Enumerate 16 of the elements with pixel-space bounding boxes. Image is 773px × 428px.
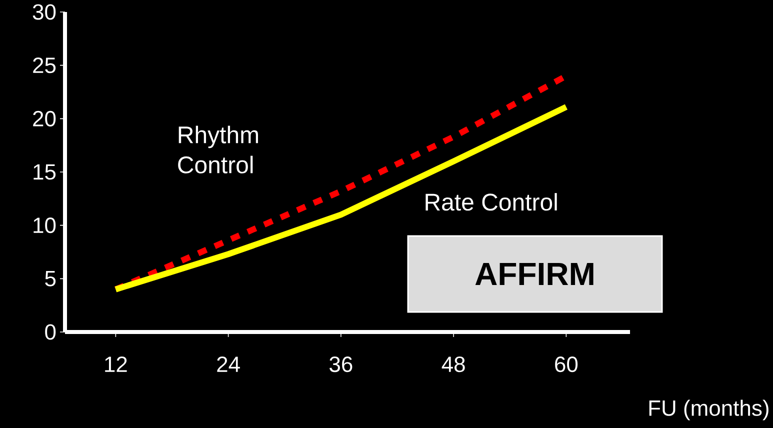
y-tick-label: 30	[32, 4, 56, 20]
x-tick-label: 60	[555, 356, 578, 372]
series-label: Rate Control	[426, 193, 557, 211]
x-axis-title: FU (months)	[649, 400, 768, 420]
annotation: AFFIRM	[475, 262, 594, 286]
x-tick-label: 36	[330, 356, 352, 372]
x-tick-label: 24	[217, 356, 240, 372]
x-tick-label: 12	[105, 356, 127, 372]
y-tick-label: 10	[34, 218, 56, 234]
y-tick-label: 5	[45, 270, 56, 286]
x-tick-label: 48	[442, 356, 465, 372]
y-tick-label: 20	[33, 110, 56, 126]
y-tick-label: 25	[33, 58, 56, 74]
y-tick-label: 0	[45, 324, 56, 340]
y-tick-label: 15	[34, 164, 56, 180]
text: Rhythm Control	[178, 126, 258, 174]
